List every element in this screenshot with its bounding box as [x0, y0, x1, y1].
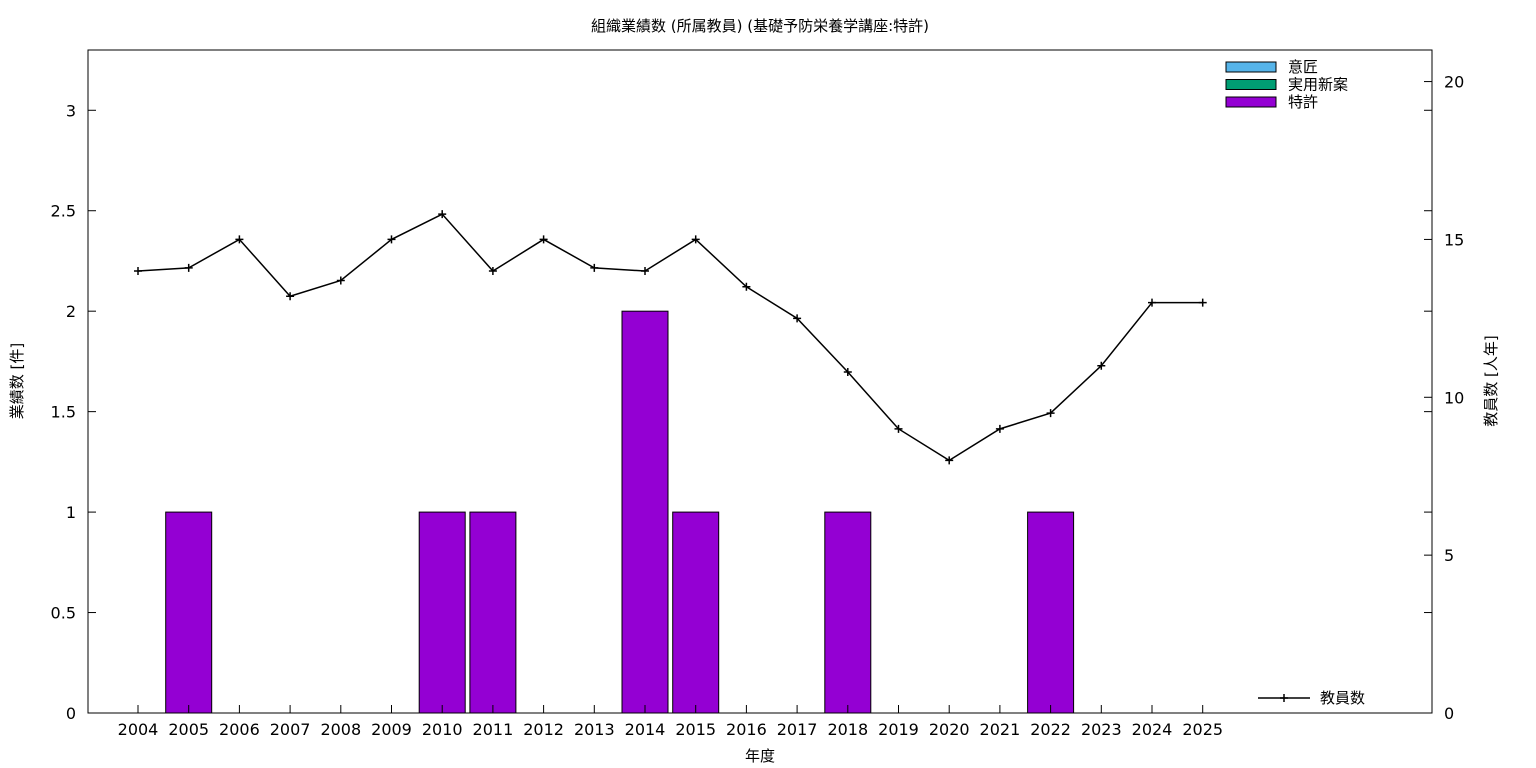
line-point [336, 276, 345, 285]
x-axis-title: 年度 [745, 747, 775, 765]
x-tick-label: 2006 [219, 720, 260, 739]
line-point [1148, 298, 1156, 307]
y-tick-label: 1 [66, 503, 76, 522]
chart-title: 組織業績数 (所属教員) (基礎予防栄養学講座:特許) [591, 17, 929, 35]
x-tick-label: 2020 [929, 720, 970, 739]
bar [469, 511, 517, 714]
legend-label: 教員数 [1320, 689, 1365, 707]
line-point [488, 267, 497, 275]
line-point [843, 368, 852, 377]
x-tick-label: 2005 [168, 720, 209, 739]
x-tick-label: 2004 [118, 720, 159, 739]
line-point [438, 210, 447, 219]
y2-tick-label: 10 [1444, 388, 1464, 407]
x-tick-label: 2022 [1030, 720, 1071, 739]
legend-swatch [1225, 61, 1277, 73]
bars-layer [165, 310, 1075, 714]
axes-layer: 0 0.5 1 1.5 2 2.5 3 0 5 10 15 20 2004 2005 2006 2007 200… [51, 49, 1464, 739]
line-point [894, 424, 903, 433]
y-tick-label: 1.5 [51, 403, 76, 422]
legend-marker [1280, 694, 1288, 702]
bar [824, 511, 872, 714]
legend-label: 実用新案 [1288, 76, 1348, 94]
line-point [184, 263, 193, 272]
bar [621, 310, 669, 714]
line-point [742, 282, 751, 291]
x-tick-label: 2018 [827, 720, 868, 739]
x-tick-label: 2025 [1182, 720, 1223, 739]
bar [1027, 511, 1075, 714]
line-point [1198, 298, 1207, 307]
plot-frame [87, 49, 1433, 714]
y-tick-label: 2.5 [51, 202, 76, 221]
line-point [641, 267, 649, 275]
legend-swatch [1225, 79, 1277, 90]
line-point [945, 456, 954, 465]
x-tick-label: 2007 [270, 720, 311, 739]
x-tick-label: 2009 [371, 720, 412, 739]
x-tick-label: 2024 [1132, 720, 1173, 739]
y2-tick-label: 5 [1444, 546, 1454, 565]
y2-tick-label: 0 [1444, 704, 1454, 723]
y-tick-label: 3 [66, 101, 76, 120]
x-tick-label: 2017 [777, 720, 818, 739]
line-point [286, 292, 295, 301]
y2-axis-title: 教員数 [人年] [1482, 335, 1500, 426]
legend-label: 特許 [1288, 93, 1318, 111]
legend-label: 意匠 [1288, 58, 1318, 76]
x-tick-label: 2013 [574, 720, 615, 739]
line-point [793, 314, 802, 323]
bar [418, 511, 466, 714]
line-point [1046, 409, 1055, 418]
line-point [590, 263, 599, 272]
x-tick-label: 2010 [422, 720, 463, 739]
line-point [995, 424, 1004, 433]
line-point [691, 235, 700, 244]
x-tick-label: 2014 [625, 720, 666, 739]
y-tick-label: 2 [66, 302, 76, 321]
x-tick-label: 2012 [523, 720, 564, 739]
x-tick-label: 2008 [320, 720, 361, 739]
x-tick-label: 2011 [473, 720, 514, 739]
legend-swatch [1225, 96, 1277, 108]
bar [672, 511, 720, 714]
x-tick-label: 2021 [980, 720, 1021, 739]
x-tick-label: 2023 [1081, 720, 1122, 739]
line-layer [134, 210, 1207, 465]
line-point [134, 267, 142, 275]
x-tick-label: 2016 [726, 720, 767, 739]
y-tick-label: 0 [66, 704, 76, 723]
line-point [539, 235, 548, 244]
line-point [387, 235, 396, 244]
y-axis-title: 業績数 [件] [8, 343, 26, 419]
y2-tick-label: 15 [1444, 230, 1464, 249]
faculty-count-line [137, 213, 1203, 462]
bar [165, 511, 213, 714]
y-tick-label: 0.5 [51, 604, 76, 623]
y2-tick-label: 20 [1444, 73, 1464, 92]
x-tick-label: 2015 [675, 720, 716, 739]
line-point [1097, 361, 1106, 370]
x-tick-label: 2019 [878, 720, 919, 739]
line-point [235, 235, 244, 244]
